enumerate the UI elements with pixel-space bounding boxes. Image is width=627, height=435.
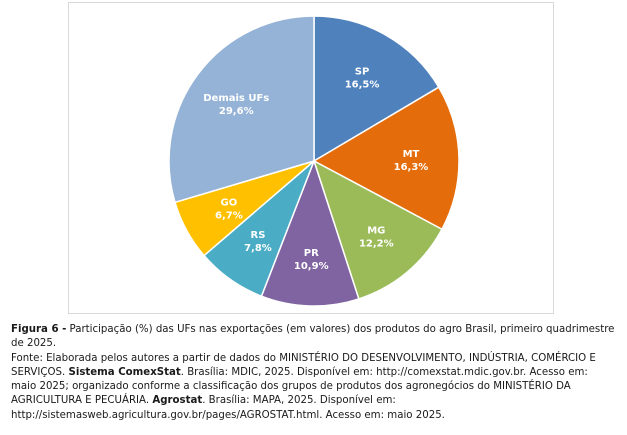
slice-label-sp: SP 16,5%: [345, 67, 380, 91]
slice-label-mg: MG 12,2%: [359, 225, 394, 249]
figure-caption: Figura 6 - Participação (%) das UFs nas …: [11, 323, 616, 423]
slice-label-demais-ufs: Demais UFs 29,6%: [203, 93, 269, 117]
source-prefix: Fonte: Elaborada pelos autores a partir …: [11, 352, 596, 378]
figure-source: Fonte: Elaborada pelos autores a partir …: [11, 352, 616, 423]
figure-text: Participação (%) das UFs nas exportações…: [11, 324, 615, 350]
pie-slice-demais-ufs: [168, 15, 315, 204]
figure-title: Figura 6 - Participação (%) das UFs nas …: [11, 323, 616, 352]
figure-label: Figura 6 -: [11, 324, 67, 335]
slice-label-mt: MT 16,3%: [394, 149, 429, 173]
source-bold-agrostat: Agrostat: [152, 395, 203, 407]
pie-slice-mg: [312, 159, 443, 300]
slice-label-pr: PR 10,9%: [294, 248, 329, 272]
slice-label-rs: RS 7,8%: [244, 230, 272, 254]
source-bold-comexstat: Sistema ComexStat: [68, 366, 181, 378]
pie-slice-mt: [312, 86, 460, 231]
slice-label-go: GO 6,7%: [215, 197, 243, 221]
chart-frame: SP 16,5% MT 16,3% MG 12,2% PR 10,9% RS 7,8% GO 6,7%…: [68, 2, 554, 314]
source-suffix: . Brasília: MAPA, 2025. Disponível em: h…: [11, 395, 445, 421]
source-mid: . Brasília: MDIC, 2025. Disponível em: h…: [11, 366, 588, 407]
pie-slice-pr: [260, 158, 360, 307]
pie-chart: SP 16,5% MT 16,3% MG 12,2% PR 10,9% RS 7,8%GO 6,7%…: [168, 15, 460, 307]
pie-slice-sp: [313, 15, 440, 163]
